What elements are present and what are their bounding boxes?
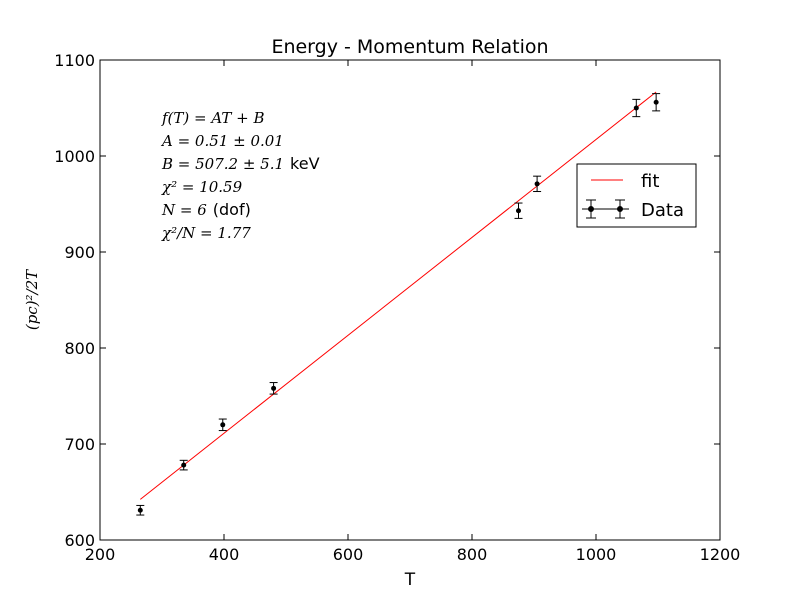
- annotation-n: N = 6 (dof): [161, 200, 251, 219]
- plot-frame: [99, 59, 721, 541]
- y-tick-label-2: 800: [64, 339, 95, 358]
- data-series: [136, 93, 661, 516]
- annotation-formula: f(T) = AT + B: [161, 109, 265, 127]
- x-axis-label: T: [404, 570, 416, 590]
- y-tick-label-1: 700: [64, 435, 95, 454]
- x-tick-label-2: 600: [333, 545, 364, 564]
- data-point-6: [632, 98, 641, 118]
- annotation-b: B = 507.2 ± 5.1 keV: [161, 154, 320, 173]
- x-tick-label-0: 200: [85, 545, 116, 564]
- y-tick-label-5: 1100: [54, 51, 95, 70]
- data-point-4: [514, 202, 523, 219]
- annotation-chi2: χ² = 10.59: [161, 178, 243, 196]
- data-point-0: [136, 504, 145, 516]
- chart-title: Energy - Momentum Relation: [271, 36, 548, 58]
- fit-series: [139, 91, 657, 500]
- data-marker-0: [137, 507, 143, 513]
- y-tick-label-4: 1000: [54, 147, 95, 166]
- legend-data-swatch: [582, 199, 629, 219]
- legend-data-label: Data: [641, 200, 684, 221]
- fit-line: [139, 91, 657, 500]
- data-point-1: [179, 459, 188, 471]
- y-axis-label: (pc)²/2T: [23, 269, 41, 330]
- y-tick-label-3: 900: [64, 243, 95, 262]
- annotation-chi2-per-n: χ²/N = 1.77: [161, 224, 251, 242]
- data-point-2: [218, 418, 227, 432]
- legend-box: [576, 163, 697, 228]
- data-point-7: [652, 93, 661, 112]
- data-marker-5: [534, 181, 540, 187]
- x-tick-label-3: 800: [457, 545, 488, 564]
- data-marker-7: [653, 99, 659, 105]
- data-marker-2: [220, 422, 226, 428]
- data-marker-4: [516, 208, 521, 214]
- legend-fit-label: fit: [641, 171, 659, 192]
- x-tick-label-4: 1000: [576, 545, 617, 564]
- fit-annotation: f(T) = AT + B A = 0.51 ± 0.01 B = 507.2 …: [160, 109, 320, 242]
- legend: fit Data: [576, 163, 697, 228]
- data-point-3: [269, 382, 278, 395]
- y-tick-label-0: 600: [64, 531, 95, 550]
- x-tick-label-1: 400: [209, 545, 240, 564]
- data-point-5: [533, 175, 542, 193]
- x-tick-label-5: 1200: [700, 545, 741, 564]
- tick-labels: 200 400 600 800 1000 1200 600 700 800 900 1000 1100: [54, 51, 740, 564]
- data-marker-1: [181, 462, 187, 468]
- annotation-a: A = 0.51 ± 0.01: [160, 132, 284, 150]
- data-marker-3: [271, 385, 277, 391]
- data-marker-6: [633, 105, 639, 111]
